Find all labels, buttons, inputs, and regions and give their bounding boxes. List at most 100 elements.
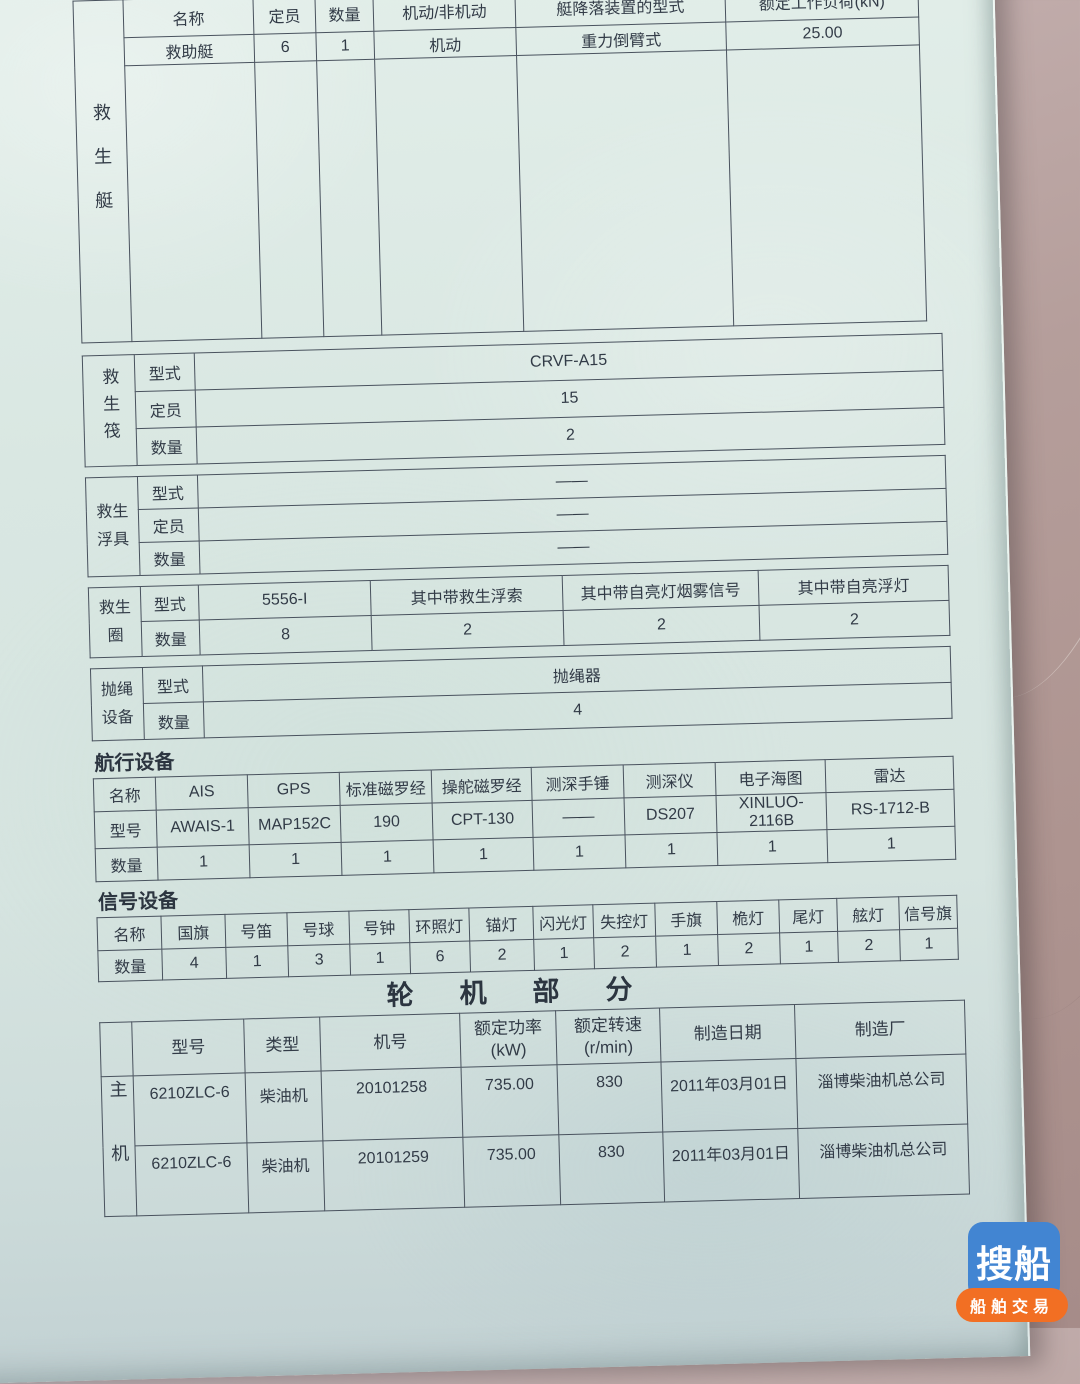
- rope-device-side-label: 抛绳设备: [100, 680, 134, 727]
- watermark-tagline-text: 船舶交易: [969, 1299, 1054, 1316]
- table-cell: 5556-I: [198, 580, 372, 620]
- row-label: 数量: [143, 701, 205, 740]
- engine-side-cell: 主机: [101, 1075, 137, 1217]
- table-cell: 其中带自亮浮灯: [758, 565, 949, 606]
- table-cell: 1: [533, 937, 595, 971]
- table-cell: 1: [349, 942, 411, 976]
- watermark-brand-badge: 搜船: [968, 1222, 1060, 1300]
- row-label: 型式: [137, 474, 199, 510]
- rescue-boat-side-cell: 救生艇: [72, 0, 132, 343]
- table-cell: 柴油机: [246, 1140, 325, 1213]
- row-label: 名称: [96, 916, 162, 951]
- column-header-powered: 机动/非机动: [372, 0, 516, 32]
- table-cell: 号钟: [348, 909, 410, 945]
- table-cell: 20101259: [322, 1137, 465, 1211]
- table-cell: 2: [593, 936, 657, 969]
- table-cell: 电子海图: [715, 759, 826, 796]
- table-cell: 闪光灯: [532, 904, 594, 940]
- table-cell: 国旗: [160, 914, 226, 950]
- engine-side-label: 主机: [107, 1079, 131, 1209]
- table-cell: 淄博柴油机总公司: [797, 1124, 970, 1199]
- table-cell: 1: [899, 928, 959, 961]
- table-cell: 2011年03月01日: [662, 1128, 800, 1203]
- table-cell: 830: [558, 1132, 665, 1205]
- table-cell: 6: [253, 32, 317, 63]
- table-cell: 信号旗: [898, 895, 958, 930]
- row-label: 数量: [95, 847, 159, 882]
- row-label: 型号: [94, 810, 158, 849]
- life-float-side-cell: 救生浮具: [85, 476, 141, 577]
- table-cell: 2: [371, 610, 565, 651]
- table-cell: 735.00: [461, 1064, 559, 1138]
- engine-table: 型号 类型 机号 额定功率(kW) 额定转速(r/min) 制造日期 制造厂 主…: [99, 1000, 970, 1218]
- table-cell: 1: [826, 826, 956, 863]
- table-cell: 标准磁罗经: [339, 769, 433, 806]
- row-label: 定员: [138, 507, 200, 543]
- table-cell: 6210ZLC-6: [134, 1142, 249, 1216]
- empty-cell: [374, 55, 524, 336]
- column-header-speed: 额定转速(r/min): [555, 1008, 661, 1065]
- row-label: 数量: [141, 619, 201, 657]
- table-cell: 舷灯: [836, 896, 900, 932]
- table-cell: 2: [563, 605, 760, 646]
- table-cell: 1: [779, 931, 839, 964]
- row-label: 型式: [140, 585, 200, 622]
- table-cell: 桅灯: [716, 899, 780, 935]
- table-cell: 1: [433, 837, 534, 873]
- table-cell: 救助艇: [123, 34, 255, 66]
- table-cell: 2: [837, 929, 901, 963]
- row-label: 数量: [136, 427, 198, 466]
- table-cell: 机动: [373, 27, 517, 60]
- table-cell: 190: [340, 802, 434, 843]
- rope-device-side-cell: 抛绳设备: [90, 667, 145, 741]
- life-raft-side-cell: 救生筏: [82, 354, 138, 467]
- table-cell: 735.00: [462, 1134, 561, 1208]
- row-label: 型式: [142, 665, 204, 704]
- empty-cell: [516, 49, 734, 332]
- row-label: 数量: [139, 540, 201, 576]
- table-cell: GPS: [247, 772, 341, 808]
- table-cell: 1: [716, 829, 828, 866]
- empty-cell: [124, 62, 262, 342]
- navigation-table: 名称 AIS GPS 标准磁罗经 操舵磁罗经 测深手锤 测深仪 电子海图 雷达 …: [93, 756, 956, 883]
- lifebuoy-table: 救生圈 型式 5556-I 其中带救生浮索 其中带自亮灯烟雾信号 其中带自亮浮灯…: [88, 565, 951, 659]
- table-cell: 柴油机: [245, 1070, 323, 1143]
- table-cell: 2: [717, 932, 781, 966]
- table-cell: MAP152C: [248, 805, 342, 845]
- table-cell: AWAIS-1: [156, 807, 250, 848]
- table-cell: 2: [759, 600, 950, 641]
- table-cell: 1: [341, 839, 434, 876]
- table-cell: 测深仪: [623, 762, 716, 798]
- rescue-boat-table: 救生艇 名称 定员 数量 机动/非机动 艇降落装置的型式 额定工作负荷(kN) …: [72, 0, 927, 343]
- table-cell: 1: [225, 945, 289, 979]
- table-cell: DS207: [624, 795, 717, 835]
- empty-cell: [254, 60, 324, 339]
- table-cell: 其中带救生浮索: [370, 575, 564, 616]
- table-cell: 号球: [286, 911, 350, 946]
- row-label: 数量: [97, 949, 163, 982]
- table-cell: 失控灯: [592, 903, 656, 938]
- empty-cell: [726, 44, 927, 326]
- table-cell: 20101258: [321, 1067, 463, 1141]
- column-header-date: 制造日期: [659, 1004, 796, 1063]
- column-header-model: 型号: [131, 1018, 246, 1076]
- table-cell: 4: [161, 947, 227, 981]
- table-cell: 2011年03月01日: [660, 1058, 798, 1133]
- table-cell: 测深手锤: [531, 764, 625, 801]
- watermark-brand-text: 搜船: [976, 1244, 1052, 1285]
- table-cell: 1: [249, 842, 342, 878]
- lifebuoy-side-label: 救生圈: [98, 598, 132, 645]
- column-header-quantity: 数量: [314, 0, 374, 33]
- table-cell: AIS: [155, 774, 249, 811]
- life-raft-table: 救生筏 型式 CRVF-A15 定员 15 数量 2: [82, 333, 946, 467]
- watermark-tagline-badge: 船舶交易: [956, 1288, 1068, 1322]
- life-float-side-label: 救生浮具: [96, 503, 130, 550]
- table-cell: 1: [157, 844, 250, 881]
- column-header-manufacturer: 制造厂: [794, 1000, 966, 1059]
- column-header-name: 名称: [122, 0, 254, 38]
- certificate-page-paper: 救生艇 名称 定员 数量 机动/非机动 艇降落装置的型式 额定工作负荷(kN) …: [0, 0, 1031, 1384]
- empty-cell: [316, 59, 382, 337]
- page-content: 救生艇 名称 定员 数量 机动/非机动 艇降落装置的型式 额定工作负荷(kN) …: [72, 0, 972, 1217]
- table-cell: CPT-130: [432, 800, 534, 840]
- table-cell: ——: [532, 797, 625, 838]
